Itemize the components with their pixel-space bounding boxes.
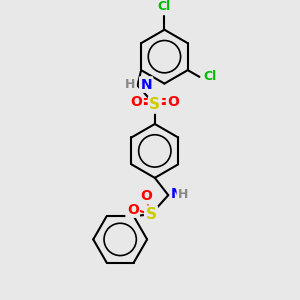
Text: Cl: Cl <box>158 0 171 14</box>
Text: N: N <box>171 187 183 201</box>
Text: S: S <box>149 97 160 112</box>
Text: O: O <box>127 202 139 217</box>
Text: O: O <box>130 95 142 109</box>
Text: H: H <box>178 188 188 201</box>
Text: H: H <box>125 78 136 91</box>
Text: N: N <box>140 78 152 92</box>
Text: O: O <box>140 189 152 203</box>
Text: O: O <box>167 95 179 109</box>
Text: S: S <box>146 207 157 222</box>
Text: Cl: Cl <box>203 70 217 83</box>
